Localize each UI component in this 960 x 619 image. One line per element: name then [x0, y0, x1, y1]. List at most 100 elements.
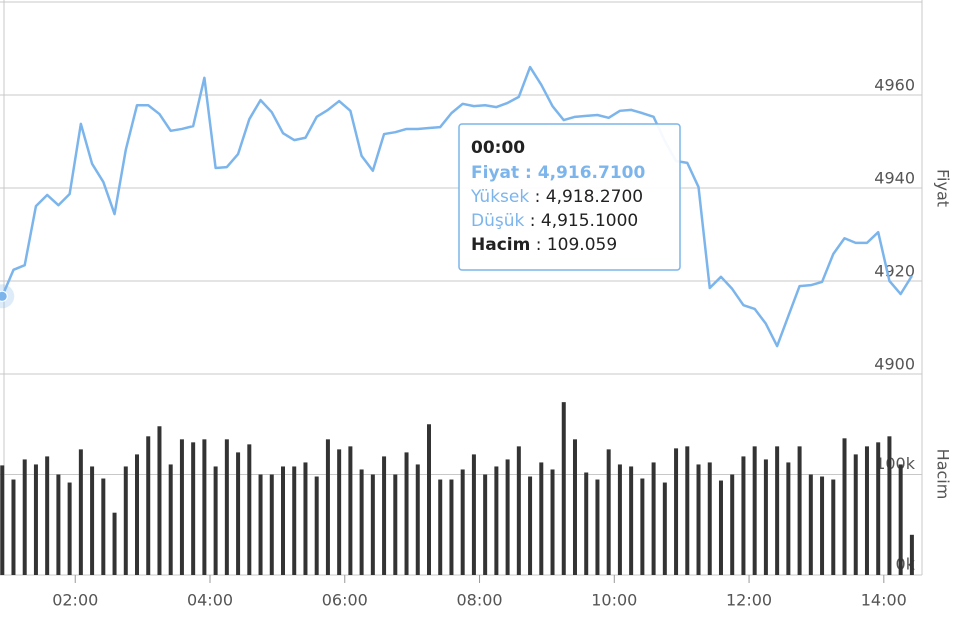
volume-bar [741, 456, 746, 575]
volume-bar [370, 474, 375, 575]
volume-bar [516, 446, 521, 575]
x-tick-label: 06:00 [322, 591, 368, 610]
volume-bar [662, 482, 667, 575]
volume-bar [90, 466, 95, 575]
x-tick-label: 02:00 [52, 591, 98, 610]
volume-bar [584, 472, 589, 575]
tooltip-row: Düşük : 4,915.1000 [471, 211, 638, 231]
volume-bar [281, 466, 286, 575]
volume-bar [78, 449, 83, 575]
volume-bar [876, 442, 881, 575]
volume-bar [337, 449, 342, 575]
volume-bar [236, 452, 241, 575]
volume-bar [449, 479, 454, 575]
volume-bar [460, 469, 465, 575]
volume-bar [606, 449, 611, 575]
x-tick-label: 14:00 [861, 591, 907, 610]
volume-bar [213, 466, 218, 575]
volume-bar [909, 534, 914, 575]
volume-bar [382, 456, 387, 575]
hover-marker [0, 290, 8, 302]
volume-bar [786, 462, 791, 575]
tooltip-value: : 4,918.2700 [529, 187, 643, 207]
volume-bar [842, 438, 847, 575]
tooltip-value: : 4,916.7100 [519, 163, 645, 183]
volume-bar [685, 446, 690, 575]
tooltip-label: Yüksek [470, 187, 529, 207]
y-tick-label: 4900 [874, 355, 915, 374]
volume-bar [426, 424, 431, 575]
volume-bar [528, 476, 533, 575]
volume-bar [224, 439, 229, 575]
volume-bar [561, 402, 566, 575]
volume-bar [595, 479, 600, 575]
volume-bar [325, 439, 330, 575]
volume-bar [550, 469, 555, 575]
volume-bar [33, 464, 38, 575]
volume-bar [179, 439, 184, 575]
tooltip-time: 00:00 [471, 138, 525, 158]
y-tick-label: 4920 [874, 262, 915, 281]
volume-bar [202, 439, 207, 575]
volume-bar [617, 464, 622, 575]
x-tick-label: 10:00 [591, 591, 637, 610]
volume-bar [292, 466, 297, 575]
volume-bar [123, 466, 128, 575]
x-tick-label: 12:00 [726, 591, 772, 610]
x-tick-label: 04:00 [187, 591, 233, 610]
volume-bar [629, 466, 634, 575]
volume-bar [101, 478, 106, 575]
volume-bar [887, 436, 892, 575]
volume-bar [0, 465, 5, 575]
volume-bar [471, 454, 476, 575]
volume-bar [651, 462, 656, 575]
volume-bar [831, 479, 836, 575]
volume-bar [752, 446, 757, 575]
tooltip-box [458, 123, 681, 271]
volume-bar [898, 464, 903, 575]
volume-bar [505, 459, 510, 575]
tooltip: 00:00 Fiyat : 4,916.7100 Yüksek : 4,918.27… [458, 123, 681, 271]
y-axis-title: Fiyat [934, 169, 953, 207]
volume-bar [157, 426, 162, 575]
price-line [1, 65, 913, 348]
volume-bar [135, 454, 140, 575]
volume-bar [269, 474, 274, 575]
volume-bar [718, 480, 723, 575]
volume-bar [730, 474, 735, 575]
volume-bar [303, 462, 308, 575]
x-tick-label: 08:00 [456, 591, 502, 610]
tooltip-row: Yüksek : 4,918.2700 [470, 187, 643, 207]
volume-bar [674, 448, 679, 575]
tooltip-row: Hacim : 109.059 [471, 235, 617, 255]
volume-bar [853, 454, 858, 575]
y-tick-label: 4960 [874, 76, 915, 95]
volume-bar [864, 446, 869, 575]
volume-bar [808, 474, 813, 575]
volume-bar [56, 474, 61, 575]
tooltip-label: Fiyat [471, 163, 519, 183]
volume-bar [763, 459, 768, 575]
volume-bar [168, 464, 173, 575]
y2-tick-label: 100k [875, 454, 916, 473]
volume-bar [67, 482, 72, 575]
volume-bar [494, 466, 499, 575]
volume-bar [11, 479, 16, 575]
volume-bar [22, 459, 27, 575]
volume-bar [696, 464, 701, 575]
volume-bar [707, 462, 712, 575]
volume-bar [775, 446, 780, 575]
volume-bar [404, 452, 409, 575]
volume-bar [191, 442, 196, 575]
volume-bar [640, 478, 645, 575]
volume-bar [348, 446, 353, 575]
tooltip-label: Düşük [471, 211, 524, 231]
volume-bar [539, 462, 544, 575]
volume-bar [438, 479, 443, 575]
y-tick-label: 4940 [874, 169, 915, 188]
y2-axis-title: Hacim [934, 449, 953, 500]
volume-bar [415, 464, 420, 575]
volume-bar [146, 436, 151, 575]
volume-bar [45, 456, 50, 575]
